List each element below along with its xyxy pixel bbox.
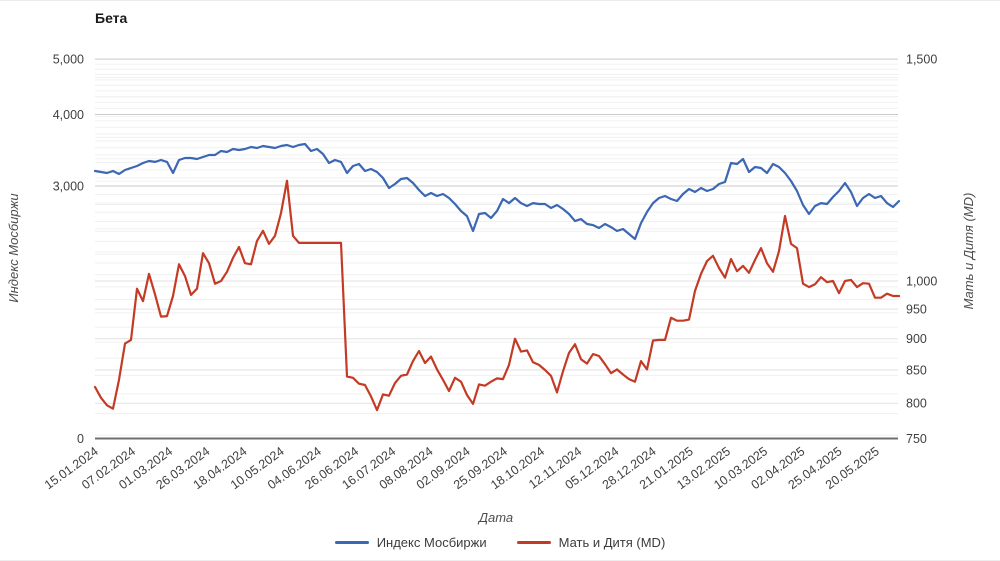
legend-label: Индекс Мосбиржи: [376, 535, 487, 550]
legend-label: Мать и Дитя (MD): [558, 535, 666, 550]
right-tick-label: 750: [906, 432, 927, 446]
legend-item: Индекс Мосбиржи: [334, 535, 487, 550]
legend-swatch: [516, 541, 551, 544]
series-lines: [93, 142, 901, 412]
right-tick-label: 1,500: [906, 52, 937, 66]
left-tick-label: 0: [77, 432, 84, 446]
right-tick-label: 1,000: [906, 275, 937, 289]
axis-tick-labels: 5,000 4,000 3,000 0 1,500 1,000 950 900 850 800 75…: [53, 52, 938, 446]
left-tick-label: 4,000: [53, 108, 84, 122]
gridlines: [95, 58, 898, 440]
x-axis-title: Дата: [477, 510, 513, 525]
right-tick-label: 950: [906, 303, 927, 317]
right-tick-label: 800: [906, 397, 927, 411]
series-line-moex: [93, 142, 901, 241]
left-axis-title: Индекс Мосбиржи: [6, 193, 21, 302]
legend-item: Мать и Дитя (MD): [516, 535, 666, 550]
right-tick-label: 850: [906, 364, 927, 378]
series-line-md: [93, 179, 901, 412]
legend-swatch: [334, 541, 369, 544]
right-axis-title: Мать и Дитя (MD): [961, 193, 976, 310]
left-tick-label: 5,000: [53, 53, 84, 67]
right-tick-label: 900: [906, 332, 927, 346]
left-tick-label: 3,000: [53, 180, 84, 194]
legend: Индекс Мосбиржи Мать и Дитя (MD): [0, 535, 1000, 550]
x-axis-labels: 15.01.202407.02.202401.03.202426.03.2024…: [42, 444, 882, 492]
chart-title: Бета: [95, 10, 128, 26]
